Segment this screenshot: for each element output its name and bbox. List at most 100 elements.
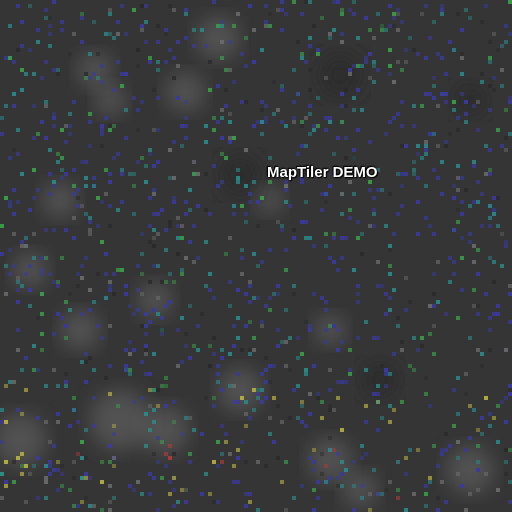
noise-dot xyxy=(476,272,480,276)
noise-dot xyxy=(12,460,16,464)
noise-dot xyxy=(120,168,124,172)
noise-dot xyxy=(412,104,416,108)
noise-dot xyxy=(272,440,276,444)
noise-dot xyxy=(108,32,112,36)
noise-dot xyxy=(464,448,468,452)
noise-dot xyxy=(20,464,24,468)
noise-dot xyxy=(388,420,392,424)
noise-dot xyxy=(252,60,256,64)
noise-dot xyxy=(468,404,472,408)
noise-dot xyxy=(76,272,80,276)
noise-dot xyxy=(388,48,392,52)
noise-dot xyxy=(292,228,296,232)
noise-dot xyxy=(180,316,184,320)
noise-dot xyxy=(188,304,192,308)
noise-dot xyxy=(360,496,364,500)
noise-dot xyxy=(448,256,452,260)
noise-dot xyxy=(288,416,292,420)
noise-dot xyxy=(268,416,272,420)
noise-dot xyxy=(116,20,120,24)
noise-dot xyxy=(108,484,112,488)
noise-dot xyxy=(328,116,332,120)
noise-dot xyxy=(296,356,300,360)
noise-dot xyxy=(180,124,184,128)
noise-dot xyxy=(180,144,184,148)
noise-dot xyxy=(8,204,12,208)
noise-dot xyxy=(508,284,512,288)
noise-dot xyxy=(236,180,240,184)
noise-dot xyxy=(172,140,176,144)
terrain-blob xyxy=(90,390,150,450)
noise-dot xyxy=(116,208,120,212)
noise-dot xyxy=(212,404,216,408)
noise-dot xyxy=(508,388,512,392)
noise-dot xyxy=(164,304,168,308)
noise-dot xyxy=(432,84,436,88)
noise-dot xyxy=(328,436,332,440)
noise-dot xyxy=(276,8,280,12)
noise-dot xyxy=(148,472,152,476)
noise-dot xyxy=(212,336,216,340)
noise-dot xyxy=(108,284,112,288)
noise-dot xyxy=(284,460,288,464)
noise-dot xyxy=(4,460,8,464)
noise-dot xyxy=(116,152,120,156)
noise-dot xyxy=(180,268,184,272)
noise-dot xyxy=(80,360,84,364)
noise-dot xyxy=(456,116,460,120)
noise-dot xyxy=(160,384,164,388)
noise-dot xyxy=(212,460,216,464)
noise-dot xyxy=(0,408,4,412)
noise-dot xyxy=(284,184,288,188)
noise-dot xyxy=(204,472,208,476)
noise-dot xyxy=(428,332,432,336)
noise-dot xyxy=(424,492,428,496)
noise-dot xyxy=(484,472,488,476)
noise-dot xyxy=(152,244,156,248)
noise-dot xyxy=(304,236,308,240)
noise-dot xyxy=(424,148,428,152)
noise-dot xyxy=(260,120,264,124)
noise-dot xyxy=(80,204,84,208)
noise-dot xyxy=(128,484,132,488)
noise-dot xyxy=(220,40,224,44)
noise-dot xyxy=(400,204,404,208)
noise-dot xyxy=(168,48,172,52)
noise-dot xyxy=(72,168,76,172)
noise-dot xyxy=(348,348,352,352)
noise-dot xyxy=(184,500,188,504)
noise-dot xyxy=(352,64,356,68)
noise-dot xyxy=(116,404,120,408)
noise-dot xyxy=(288,336,292,340)
noise-dot xyxy=(292,100,296,104)
noise-dot xyxy=(52,332,56,336)
noise-dot xyxy=(44,464,48,468)
noise-dot xyxy=(48,172,52,176)
noise-dot xyxy=(504,460,508,464)
noise-dot xyxy=(256,388,260,392)
noise-dot xyxy=(96,324,100,328)
noise-dot xyxy=(156,388,160,392)
noise-dot xyxy=(236,448,240,452)
noise-dot xyxy=(384,292,388,296)
noise-dot xyxy=(356,128,360,132)
noise-dot xyxy=(352,0,356,4)
noise-dot xyxy=(468,16,472,20)
noise-dot xyxy=(352,108,356,112)
noise-dot xyxy=(40,268,44,272)
noise-dot xyxy=(104,376,108,380)
noise-dot xyxy=(144,372,148,376)
noise-dot xyxy=(68,132,72,136)
noise-dot xyxy=(308,456,312,460)
noise-dot xyxy=(396,460,400,464)
noise-dot xyxy=(304,372,308,376)
noise-dot xyxy=(312,364,316,368)
noise-dot xyxy=(492,312,496,316)
noise-dot xyxy=(472,260,476,264)
noise-dot xyxy=(432,76,436,80)
noise-dot xyxy=(304,116,308,120)
terrain-blob xyxy=(60,310,100,350)
noise-dot xyxy=(192,428,196,432)
